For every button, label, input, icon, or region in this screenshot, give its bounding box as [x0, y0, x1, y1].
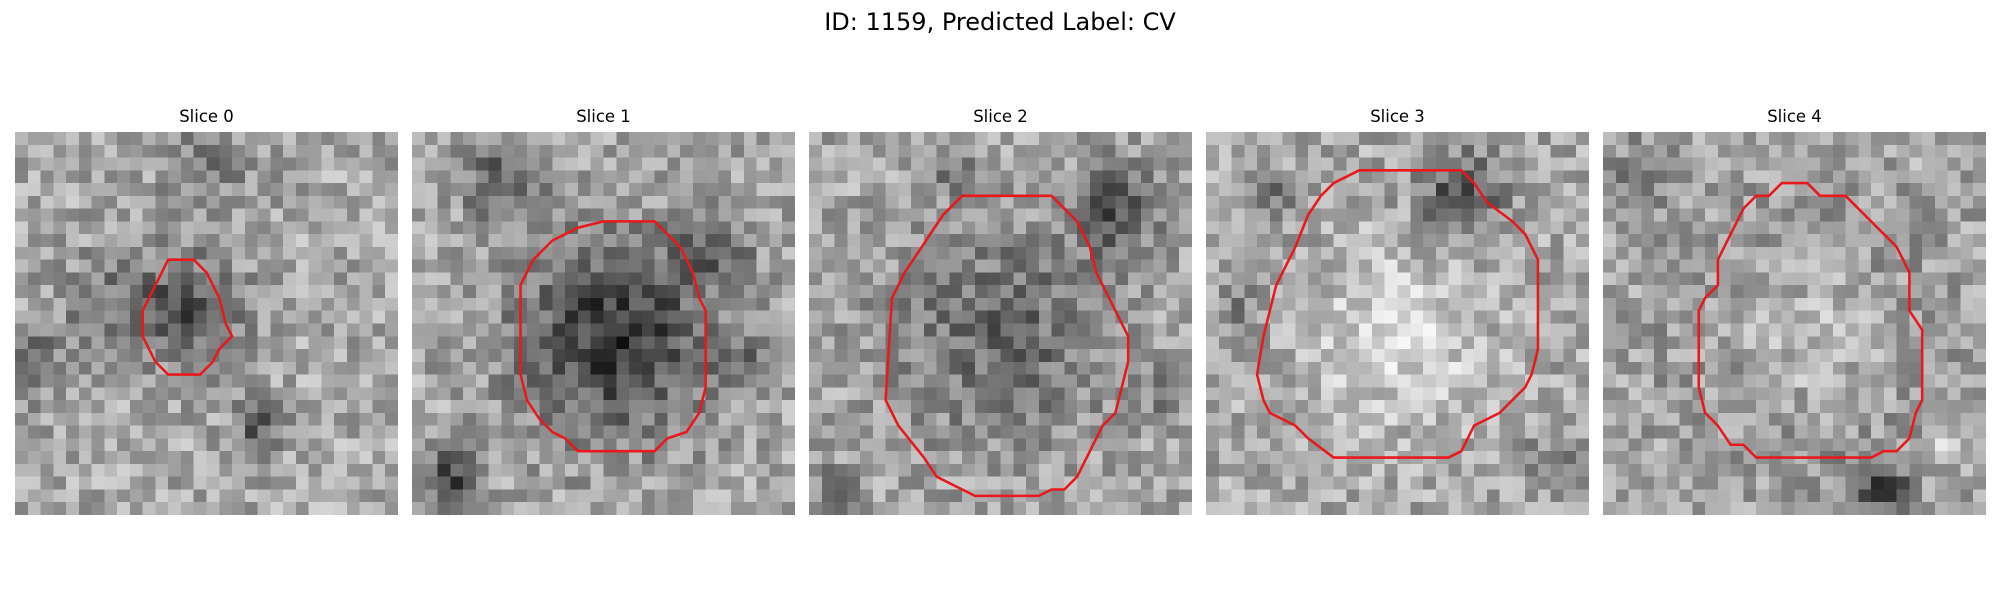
slice-pixels — [15, 132, 398, 515]
slice-panel-4: Slice 4 — [1603, 106, 1986, 515]
slice-image — [809, 132, 1192, 515]
slice-panel-0: Slice 0 — [15, 106, 398, 515]
slice-panel-2: Slice 2 — [809, 106, 1192, 515]
segmentation-contour — [884, 194, 1130, 498]
slice-image — [1206, 132, 1589, 515]
slice-pixels — [1206, 132, 1589, 515]
segmentation-contour — [519, 220, 707, 453]
slice-title: Slice 3 — [1370, 107, 1425, 126]
slice-panel-1: Slice 1 — [412, 106, 795, 515]
slice-title: Slice 4 — [1767, 107, 1822, 126]
segmentation-contour — [1255, 169, 1540, 459]
slice-pixels — [412, 132, 795, 515]
segmentation-contour — [141, 258, 234, 376]
slice-pixels — [1603, 132, 1986, 515]
slice-pixels — [809, 132, 1192, 515]
slice-image — [15, 132, 398, 515]
slice-image — [1603, 132, 1986, 515]
segmentation-contour — [1697, 181, 1924, 459]
slice-title: Slice 2 — [973, 107, 1028, 126]
slice-image — [412, 132, 795, 515]
slice-title: Slice 0 — [179, 107, 234, 126]
slice-title: Slice 1 — [576, 107, 631, 126]
figure-title: ID: 1159, Predicted Label: CV — [824, 8, 1176, 36]
slice-panel-3: Slice 3 — [1206, 106, 1589, 515]
